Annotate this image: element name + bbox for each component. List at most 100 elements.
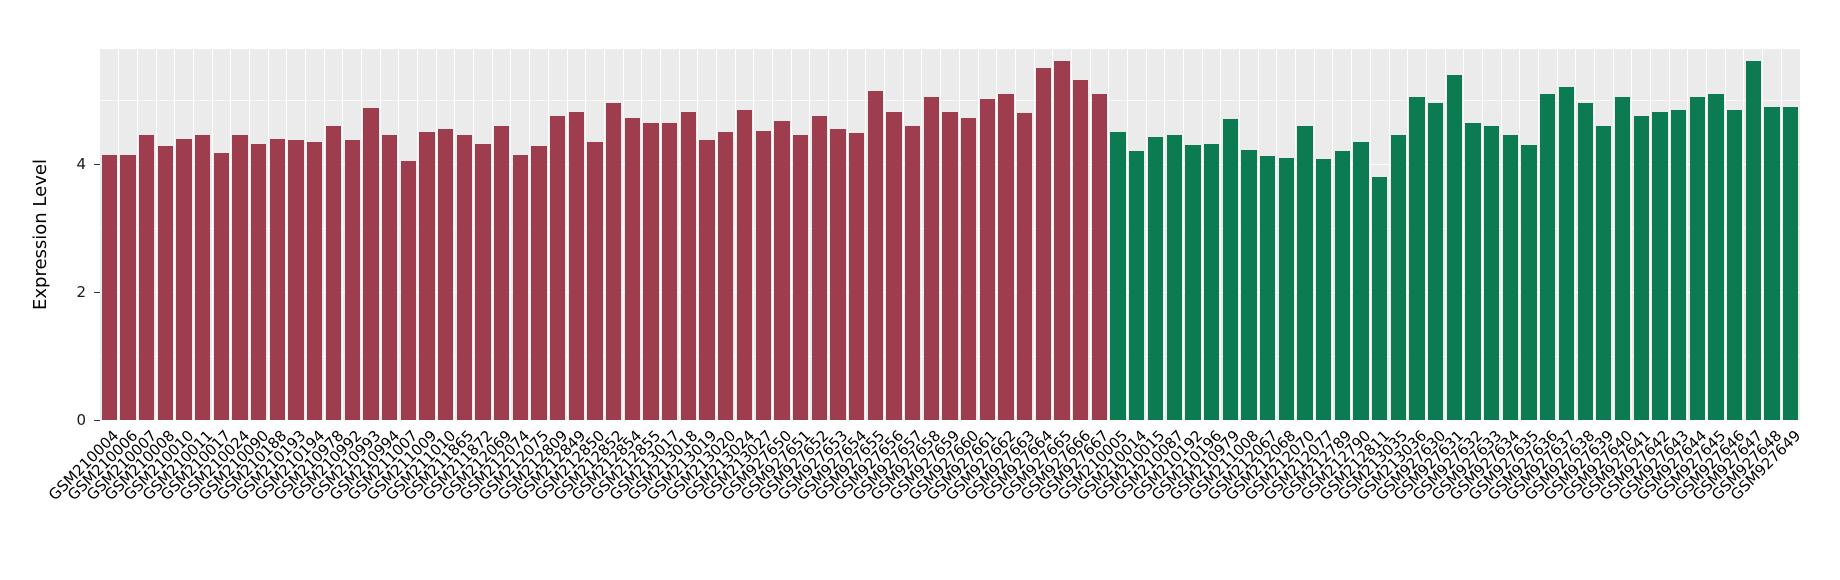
bar-GSM212811 — [1372, 176, 1388, 420]
bar-GSM212069 — [493, 125, 510, 420]
vertical-gridline — [828, 49, 830, 420]
vertical-gridline — [136, 49, 138, 420]
vertical-gridline — [1014, 49, 1016, 420]
vertical-gridline — [1239, 49, 1241, 420]
bar-GSM927653 — [830, 128, 846, 420]
bar-GSM212790 — [1353, 141, 1369, 420]
vertical-gridline — [1481, 49, 1483, 420]
bar-GSM210006 — [120, 154, 136, 420]
vertical-gridline — [790, 49, 792, 420]
vertical-gridline — [1780, 49, 1782, 420]
plot-panel — [100, 49, 1800, 421]
bar-GSM211010 — [437, 128, 454, 420]
bar-GSM927656 — [886, 111, 902, 420]
bar-GSM927662 — [998, 93, 1014, 420]
bar-GSM213019 — [699, 139, 715, 420]
bar-GSM213035 — [1390, 135, 1406, 420]
vertical-gridline — [1425, 49, 1427, 420]
bar-GSM927635 — [1521, 144, 1537, 420]
vertical-gridline — [1257, 49, 1259, 420]
vertical-gridline — [1743, 49, 1745, 420]
vertical-gridline — [211, 49, 213, 420]
vertical-gridline — [902, 49, 904, 420]
bar-GSM927630 — [1428, 103, 1444, 420]
vertical-gridline — [1650, 49, 1652, 420]
vertical-gridline — [1556, 49, 1558, 420]
bar-GSM210017 — [213, 152, 230, 420]
y-tick-label: 0 — [76, 411, 86, 429]
bar-GSM212075 — [531, 146, 547, 420]
vertical-gridline — [659, 49, 661, 420]
vertical-gridline — [1089, 49, 1091, 420]
bar-GSM927642 — [1652, 111, 1668, 420]
bar-GSM210188 — [269, 138, 286, 420]
vertical-gridline — [547, 49, 549, 420]
bar-GSM213017 — [662, 122, 678, 420]
vertical-gridline — [1407, 49, 1409, 420]
bar-GSM212849 — [568, 111, 585, 420]
bar-GSM927651 — [792, 135, 809, 420]
bar-GSM210011 — [195, 135, 211, 420]
vertical-gridline — [361, 49, 363, 420]
vertical-gridline — [1164, 49, 1166, 420]
vertical-gridline — [1295, 49, 1297, 420]
y-tick-label: 2 — [76, 283, 86, 302]
vertical-gridline — [192, 49, 194, 420]
vertical-gridline — [1575, 49, 1577, 420]
bar-GSM213024 — [736, 109, 753, 420]
vertical-gridline — [1145, 49, 1147, 420]
y-tick-mark — [94, 163, 100, 166]
vertical-gridline — [1631, 49, 1633, 420]
bar-GSM210015 — [1147, 137, 1164, 420]
bar-GSM212067 — [1259, 156, 1276, 420]
bar-GSM927654 — [848, 133, 865, 420]
vertical-gridline — [454, 49, 456, 420]
bar-GSM927644 — [1689, 96, 1705, 420]
bar-GSM213018 — [680, 111, 697, 420]
vertical-gridline — [1537, 49, 1539, 420]
vertical-gridline — [1332, 49, 1334, 420]
vertical-gridline — [1126, 49, 1128, 420]
bar-GSM927634 — [1502, 135, 1519, 420]
bar-GSM927650 — [774, 120, 790, 420]
vertical-gridline — [174, 49, 176, 420]
bar-GSM927648 — [1764, 106, 1780, 420]
bar-GSM927633 — [1484, 125, 1500, 420]
vertical-gridline — [622, 49, 624, 420]
vertical-gridline — [641, 49, 643, 420]
y-axis-label: Expression Level — [30, 159, 51, 310]
bar-GSM927631 — [1446, 74, 1463, 420]
bar-GSM927640 — [1614, 96, 1631, 420]
bar-GSM212070 — [1297, 125, 1313, 420]
vertical-gridline — [772, 49, 774, 420]
bar-GSM927639 — [1596, 125, 1612, 420]
bar-GSM210196 — [1203, 143, 1220, 420]
vertical-gridline — [379, 49, 381, 420]
bar-GSM210192 — [1185, 144, 1201, 420]
bar-GSM210005 — [1110, 132, 1126, 420]
vertical-gridline — [1687, 49, 1689, 420]
bar-GSM211865 — [456, 135, 472, 420]
vertical-gridline — [1108, 49, 1110, 420]
vertical-gridline — [286, 49, 288, 420]
bar-GSM927658 — [923, 96, 939, 420]
bar-GSM927665 — [1054, 60, 1070, 420]
vertical-gridline — [230, 49, 232, 420]
bar-GSM927646 — [1726, 109, 1743, 420]
bar-GSM210193 — [288, 139, 304, 420]
bar-GSM212855 — [643, 122, 659, 420]
vertical-gridline — [323, 49, 325, 420]
vertical-gridline — [1052, 49, 1054, 420]
vertical-gridline — [1706, 49, 1708, 420]
vertical-gridline — [566, 49, 568, 420]
bar-GSM210004 — [101, 154, 117, 420]
vertical-gridline — [417, 49, 419, 420]
bar-GSM210979 — [1222, 119, 1238, 420]
bar-GSM211009 — [419, 132, 435, 420]
bar-GSM927664 — [1035, 68, 1052, 420]
bar-GSM927659 — [942, 111, 958, 420]
major-gridline — [100, 419, 1800, 421]
bar-GSM212854 — [624, 118, 641, 420]
vertical-gridline — [753, 49, 755, 420]
